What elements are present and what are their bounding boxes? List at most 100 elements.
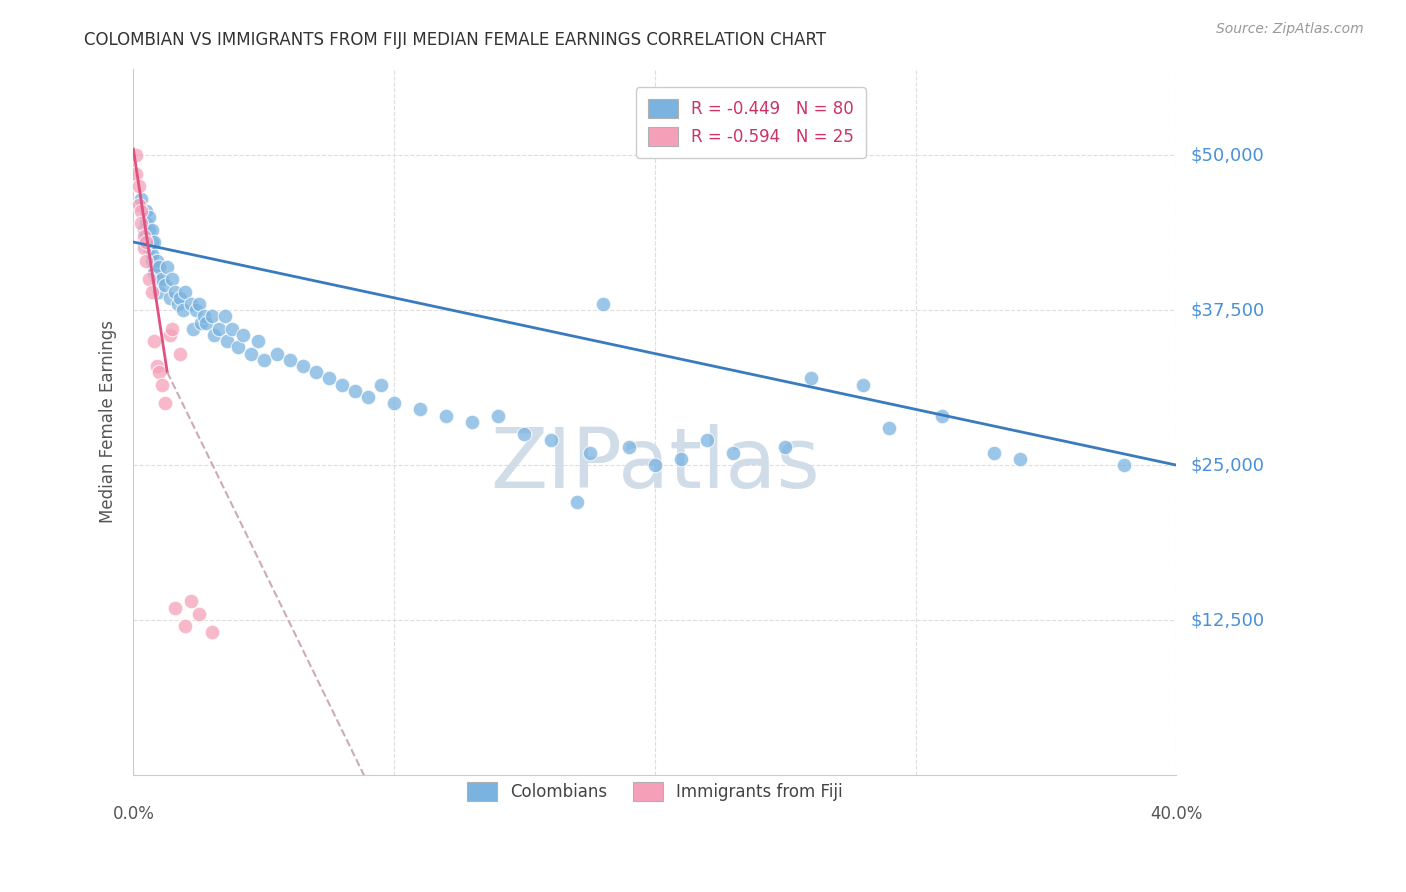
Point (370, 377, 392, 392)
Point (150, 377, 173, 392)
Point (153, 396, 176, 410)
Point (565, 495, 588, 509)
Point (129, 204, 152, 219)
Point (278, 352, 301, 367)
Point (150, 272, 173, 286)
Point (143, 260, 166, 274)
Point (138, 222, 160, 236)
Point (800, 371, 823, 385)
Point (879, 421, 901, 435)
Point (486, 409, 509, 423)
Point (148, 285, 170, 299)
Point (305, 365, 328, 379)
Point (156, 260, 179, 274)
Point (190, 316, 212, 330)
Text: $25,000: $25,000 (1191, 456, 1264, 474)
Point (187, 607, 209, 621)
Point (617, 440, 640, 454)
Point (159, 291, 181, 305)
Point (180, 594, 202, 608)
Point (141, 247, 163, 261)
Point (578, 446, 600, 460)
Point (141, 285, 163, 299)
Point (721, 446, 744, 460)
Point (162, 272, 184, 286)
Text: 0.0%: 0.0% (112, 805, 155, 823)
Point (1008, 451, 1031, 466)
Point (773, 440, 796, 454)
Point (141, 235, 163, 249)
Text: $50,000: $50,000 (1191, 146, 1264, 164)
Point (232, 328, 254, 343)
Point (146, 359, 169, 373)
Point (132, 228, 155, 243)
Point (132, 222, 155, 236)
Point (193, 310, 215, 324)
Point (184, 303, 207, 318)
Point (983, 446, 1005, 460)
Point (202, 328, 225, 343)
Point (1114, 458, 1136, 472)
Point (159, 328, 181, 343)
Point (138, 272, 160, 286)
Point (135, 235, 157, 249)
Point (129, 216, 152, 230)
Point (266, 346, 288, 360)
Point (148, 260, 170, 274)
Point (214, 310, 236, 324)
Point (172, 303, 194, 318)
Point (181, 322, 204, 336)
Point (143, 334, 166, 348)
Point (217, 334, 239, 348)
Text: ZIPatlas: ZIPatlas (489, 424, 820, 505)
Point (409, 402, 432, 417)
Point (174, 619, 197, 633)
Point (253, 352, 276, 367)
Point (200, 625, 222, 640)
Point (221, 322, 243, 336)
Point (128, 179, 150, 194)
Point (132, 235, 155, 249)
Point (129, 192, 152, 206)
Point (931, 409, 953, 423)
Point (141, 222, 163, 236)
Point (644, 458, 666, 472)
Point (132, 241, 155, 255)
Point (165, 285, 187, 299)
Point (669, 451, 692, 466)
Point (141, 253, 163, 268)
Point (434, 409, 457, 423)
Point (461, 415, 484, 429)
Point (239, 346, 262, 360)
Text: COLOMBIAN VS IMMIGRANTS FROM FIJI MEDIAN FEMALE EARNINGS CORRELATION CHART: COLOMBIAN VS IMMIGRANTS FROM FIJI MEDIAN… (84, 31, 827, 49)
Point (135, 228, 157, 243)
Point (165, 600, 187, 615)
Point (330, 377, 353, 392)
Point (135, 253, 157, 268)
Point (143, 235, 166, 249)
Point (247, 334, 270, 348)
Point (125, 167, 148, 181)
Point (357, 390, 380, 404)
Point (174, 285, 197, 299)
Point (166, 297, 188, 311)
Point (180, 297, 202, 311)
Point (343, 384, 366, 398)
Point (540, 434, 562, 448)
Point (195, 316, 218, 330)
Point (200, 310, 222, 324)
Point (148, 365, 170, 379)
Point (138, 211, 160, 225)
Text: $37,500: $37,500 (1191, 301, 1264, 319)
Point (208, 322, 231, 336)
Point (135, 216, 157, 230)
Point (143, 266, 166, 280)
Point (852, 377, 875, 392)
Legend: Colombians, Immigrants from Fiji: Colombians, Immigrants from Fiji (456, 770, 855, 813)
Point (125, 148, 148, 162)
Point (153, 278, 176, 293)
Point (146, 272, 169, 286)
Point (162, 322, 184, 336)
Text: 40.0%: 40.0% (1150, 805, 1202, 823)
Point (187, 297, 209, 311)
